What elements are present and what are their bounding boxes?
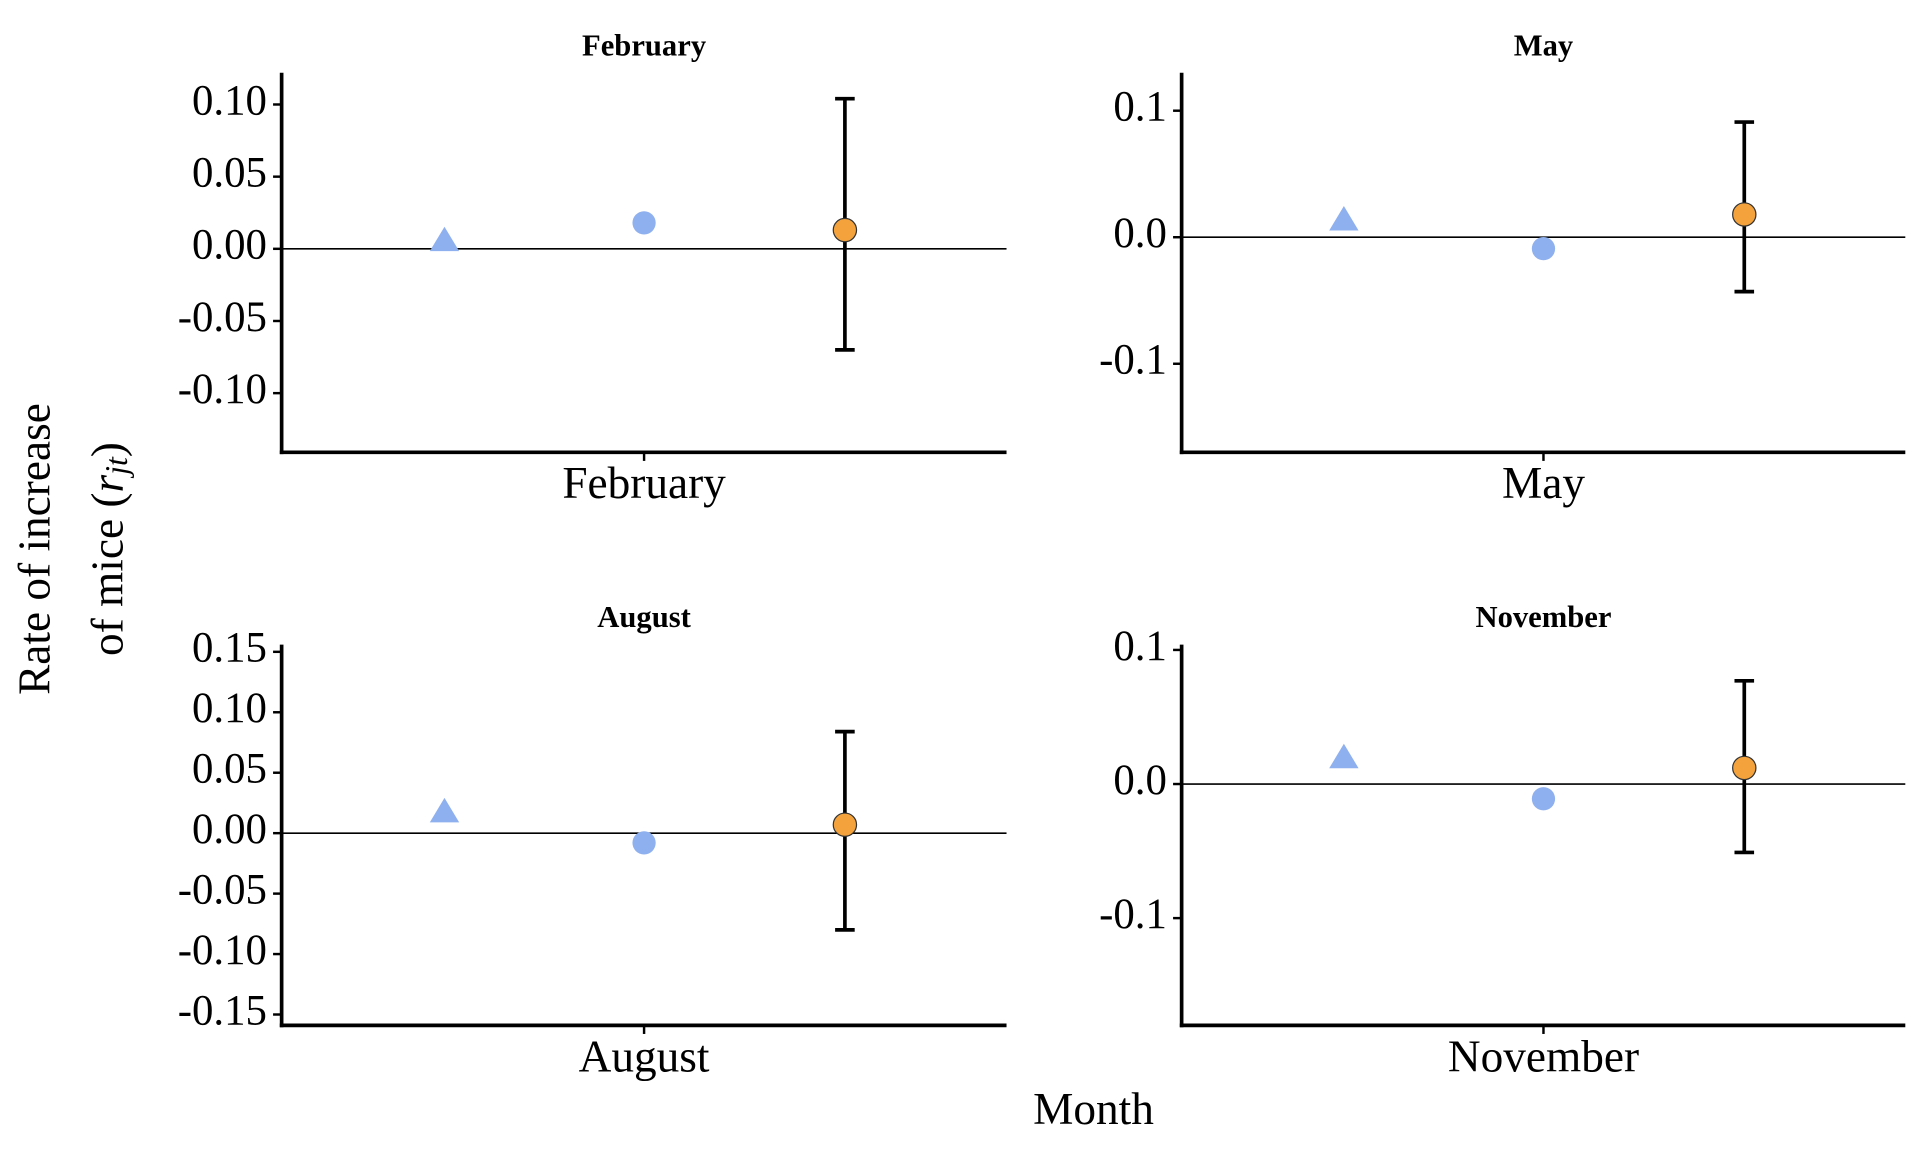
y-tick-label: 0.10 [192,685,267,732]
y-tick-label: 0.10 [192,77,267,124]
point [1329,743,1359,769]
point [429,226,460,252]
y-tick-label: -0.15 [178,987,267,1034]
y-tick-label: 0.0 [1113,757,1167,804]
x-tick-label: August [579,1031,710,1081]
point [832,217,858,243]
y-axis-label: of mice (rjt) [83,442,134,656]
y-tick-label: 0.00 [192,806,267,853]
y-axis-label-close: ) [83,442,133,457]
y-axis-label-subscript: jt [99,456,134,479]
point [1531,787,1556,811]
y-tick-label: 0.1 [1113,84,1167,131]
y-axis-label: Rate of increase [10,403,60,695]
x-tick-label: November [1448,1031,1639,1081]
y-tick-label: -0.10 [178,927,267,974]
panel-title: August [597,600,691,634]
panel-title: November [1475,600,1611,634]
y-tick-label: -0.1 [1099,337,1167,384]
y-tick-label: -0.05 [178,866,267,913]
y-tick-label: 0.0 [1113,210,1167,257]
point [1329,206,1359,231]
point [1732,755,1757,781]
x-tick-label: February [562,458,726,508]
point [1531,236,1556,261]
y-tick-label: -0.10 [178,366,267,413]
y-tick-label: 0.1 [1113,623,1167,670]
point [832,812,858,837]
y-tick-label: 0.05 [192,149,267,196]
y-tick-label: 0.05 [192,746,267,793]
y-tick-label: 0.00 [192,222,267,269]
x-axis-label: Month [1033,1084,1154,1134]
panel-title: May [1514,28,1574,62]
point [632,831,656,855]
panel-title: February [582,28,706,62]
y-axis-label-text: of mice ( [83,493,133,656]
y-tick-label: 0.15 [192,625,267,672]
x-tick-label: May [1502,458,1585,508]
point [632,211,656,235]
y-axis-label-symbol: r [83,475,133,493]
y-tick-label: -0.1 [1099,891,1167,938]
point [1732,202,1757,227]
y-tick-label: -0.05 [178,294,267,341]
point [429,797,460,823]
